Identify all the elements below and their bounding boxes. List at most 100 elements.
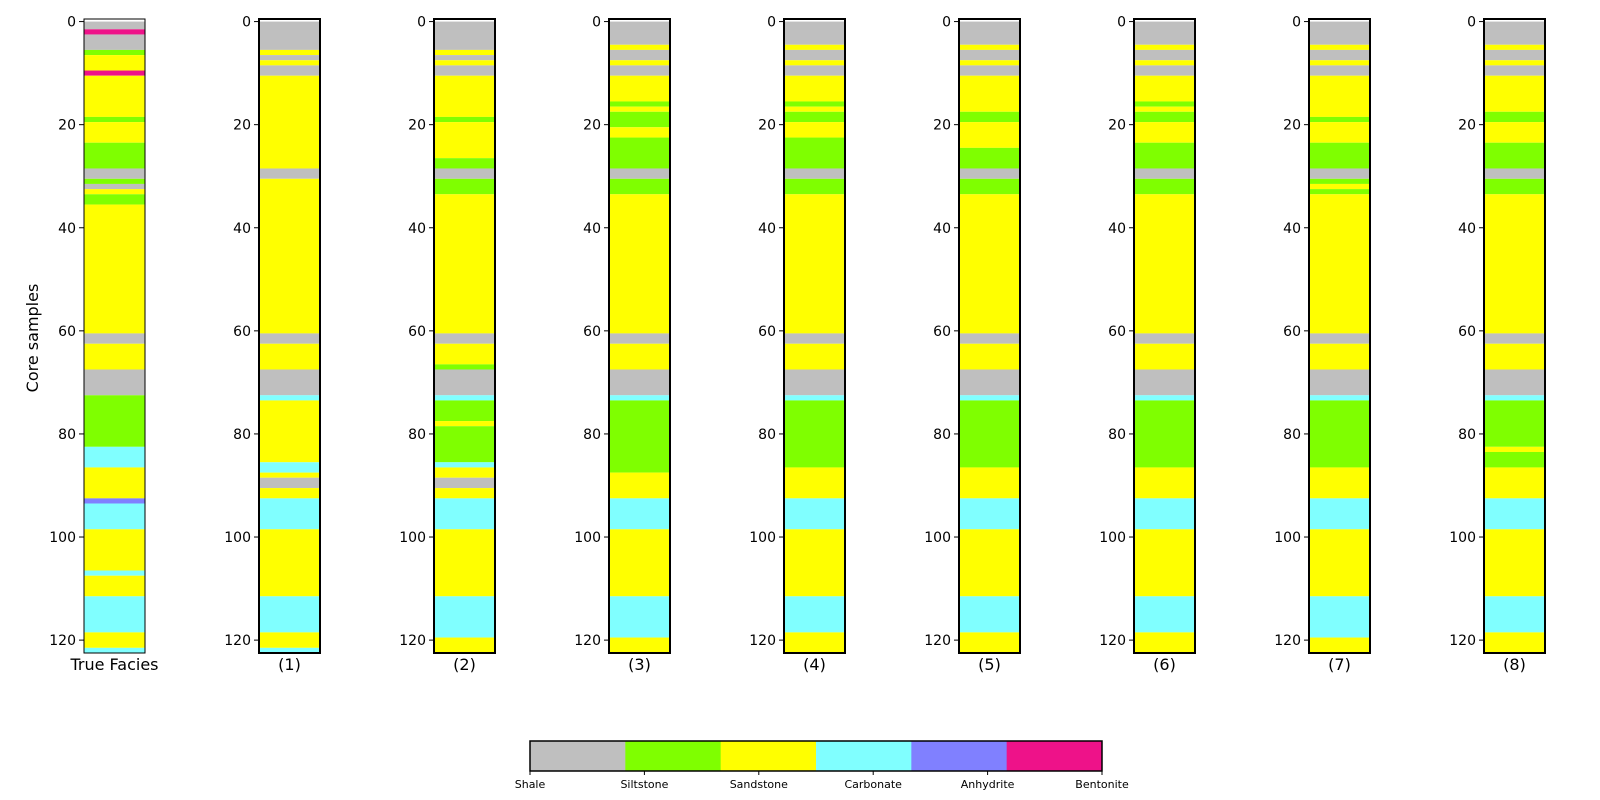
facies-interval bbox=[1134, 178, 1195, 195]
y-tick-label: 20 bbox=[233, 118, 251, 134]
facies-interval bbox=[1484, 21, 1545, 45]
y-tick-label: 100 bbox=[1449, 530, 1476, 546]
facies-interval bbox=[959, 333, 1020, 344]
facies-interval bbox=[1484, 446, 1545, 452]
facies-interval bbox=[1134, 529, 1195, 597]
y-tick-label: 20 bbox=[583, 118, 601, 134]
facies-interval bbox=[609, 194, 670, 334]
facies-interval bbox=[784, 395, 845, 401]
facies-interval bbox=[1309, 333, 1370, 344]
y-tick-label: 40 bbox=[1283, 221, 1301, 237]
y-tick-label: 60 bbox=[933, 324, 951, 340]
facies-interval bbox=[1484, 395, 1545, 401]
facies-interval bbox=[1484, 142, 1545, 169]
facies-interval bbox=[784, 111, 845, 123]
facies-interval bbox=[1134, 65, 1195, 76]
y-tick-label: 100 bbox=[574, 530, 601, 546]
column-label: (1) bbox=[278, 655, 301, 674]
facies-interval bbox=[1484, 168, 1545, 179]
facies-interval bbox=[84, 467, 145, 499]
facies-interval bbox=[784, 137, 845, 169]
facies-interval bbox=[84, 21, 145, 30]
facies-interval bbox=[1484, 60, 1545, 66]
y-tick-label: 40 bbox=[233, 221, 251, 237]
facies-interval bbox=[609, 127, 670, 138]
facies-interval bbox=[259, 596, 320, 633]
y-tick-label: 120 bbox=[1449, 633, 1476, 649]
facies-interval bbox=[784, 21, 845, 45]
facies-interval bbox=[84, 49, 145, 56]
facies-interval bbox=[784, 343, 845, 370]
colorbar-tick-label: Bentonite bbox=[1075, 778, 1129, 791]
facies-interval bbox=[959, 596, 1020, 633]
facies-interval bbox=[84, 75, 145, 117]
facies-interval bbox=[84, 395, 145, 447]
facies-interval bbox=[434, 477, 495, 489]
facies-interval bbox=[1134, 75, 1195, 102]
facies-interval bbox=[1134, 111, 1195, 123]
facies-interval bbox=[84, 343, 145, 370]
facies-interval bbox=[1484, 178, 1545, 195]
facies-interval bbox=[959, 343, 1020, 370]
facies-interval bbox=[434, 462, 495, 468]
y-tick-label: 100 bbox=[749, 530, 776, 546]
y-tick-label: 20 bbox=[1108, 118, 1126, 134]
y-tick-label: 20 bbox=[933, 118, 951, 134]
facies-interval bbox=[1309, 65, 1370, 76]
column-frame bbox=[258, 18, 321, 654]
facies-interval bbox=[959, 395, 1020, 401]
facies-interval bbox=[609, 75, 670, 102]
facies-interval bbox=[784, 44, 845, 50]
facies-interval bbox=[1309, 122, 1370, 143]
facies-interval bbox=[259, 333, 320, 344]
facies-interval bbox=[1484, 467, 1545, 499]
facies-interval bbox=[609, 498, 670, 530]
y-tick-label: 120 bbox=[224, 633, 251, 649]
column-label: (8) bbox=[1503, 655, 1526, 674]
facies-interval bbox=[434, 49, 495, 56]
facies-interval bbox=[959, 65, 1020, 76]
facies-interval bbox=[784, 178, 845, 195]
facies-column-0: 0 20 40 60 80 100 120 True Facies bbox=[49, 15, 158, 674]
facies-column-5: 0 20 40 60 80 100 120 (5) bbox=[924, 15, 1021, 674]
facies-interval bbox=[1484, 122, 1545, 143]
facies-interval bbox=[259, 168, 320, 179]
y-tick-label: 80 bbox=[583, 427, 601, 443]
facies-interval bbox=[259, 21, 320, 50]
facies-interval bbox=[609, 106, 670, 112]
facies-interval bbox=[259, 75, 320, 169]
facies-interval bbox=[1134, 168, 1195, 179]
colorbar-tick-label: Sandstone bbox=[730, 778, 788, 791]
facies-interval bbox=[959, 632, 1020, 653]
facies-interval bbox=[959, 369, 1020, 396]
facies-interval bbox=[1309, 529, 1370, 597]
column-label: (7) bbox=[1328, 655, 1351, 674]
y-tick-label: 80 bbox=[408, 427, 426, 443]
column-frame bbox=[1308, 18, 1371, 654]
facies-interval bbox=[1484, 343, 1545, 370]
facies-interval bbox=[1484, 529, 1545, 597]
facies-interval bbox=[1309, 75, 1370, 117]
facies-interval bbox=[1309, 400, 1370, 468]
facies-interval bbox=[784, 632, 845, 653]
facies-interval bbox=[609, 137, 670, 169]
facies-interval bbox=[959, 529, 1020, 597]
colorbar-tick-label: Carbonate bbox=[844, 778, 902, 791]
facies-interval bbox=[1309, 60, 1370, 66]
column-frame bbox=[958, 18, 1021, 654]
facies-interval bbox=[609, 369, 670, 396]
column-label: (5) bbox=[978, 655, 1001, 674]
facies-interval bbox=[1134, 395, 1195, 401]
y-tick-label: 80 bbox=[758, 427, 776, 443]
facies-interval bbox=[1484, 333, 1545, 344]
y-tick-label: 40 bbox=[933, 221, 951, 237]
y-tick-label: 100 bbox=[924, 530, 951, 546]
facies-interval bbox=[259, 529, 320, 597]
column-frame bbox=[1483, 18, 1546, 654]
facies-interval bbox=[784, 101, 845, 107]
facies-interval bbox=[959, 49, 1020, 61]
facies-interval bbox=[784, 467, 845, 499]
facies-interval bbox=[1309, 183, 1370, 190]
facies-interval bbox=[434, 364, 495, 370]
y-tick-label: 40 bbox=[408, 221, 426, 237]
